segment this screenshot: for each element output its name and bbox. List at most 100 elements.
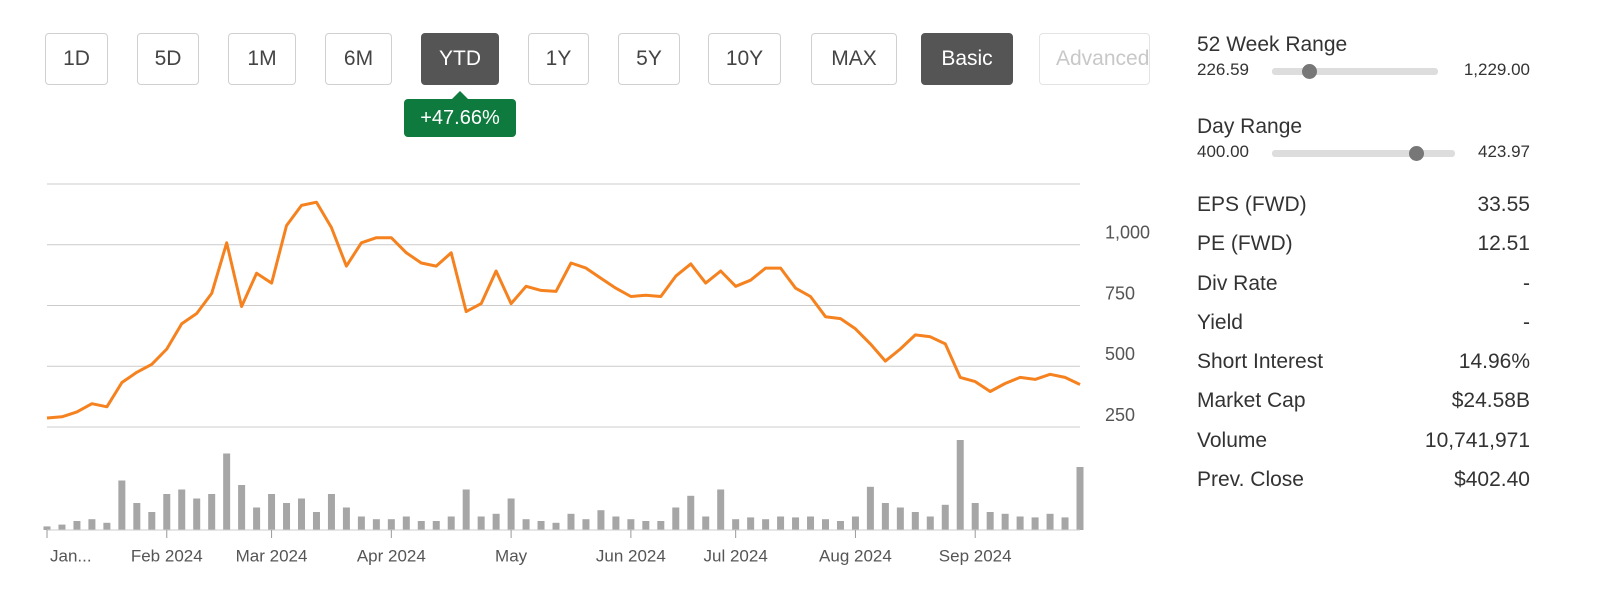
view-button[interactable]: Basic (921, 33, 1013, 85)
range-label: 52 Week Range (1197, 33, 1348, 56)
period-button[interactable]: 1D (45, 33, 108, 85)
volume-bar (777, 516, 785, 530)
stat-row: Market Cap $24.58B (1197, 381, 1530, 420)
change-badge: +47.66% (404, 91, 516, 137)
volume-bar (357, 516, 365, 530)
period-button[interactable]: YTD (421, 33, 499, 85)
stat-row: Prev. Close $402.40 (1197, 460, 1530, 499)
volume-bar (118, 480, 126, 530)
volume-bar (702, 516, 710, 530)
volume-bar (193, 498, 201, 530)
period-button[interactable]: 1M (228, 33, 296, 85)
stat-row: Volume 10,741,971 (1197, 421, 1530, 460)
stats-panel: 52 Week Range 226.59 1,229.00 Day Range … (1197, 30, 1530, 499)
range-low: 400.00 (1197, 142, 1249, 161)
stat-label: Prev. Close (1197, 468, 1304, 492)
y-tick-label: 250 (1105, 405, 1135, 425)
period-button[interactable]: 10Y (708, 33, 781, 85)
range-row: 226.59 1,229.00 (1197, 60, 1530, 82)
volume-bar (447, 516, 455, 530)
stat-value: $24.58B (1451, 389, 1530, 413)
x-tick-label: May (495, 546, 528, 565)
stat-row: EPS (FWD) 33.55 (1197, 185, 1530, 224)
volume-bar (372, 519, 380, 530)
volume-bar (208, 494, 216, 530)
period-button[interactable]: 6M (325, 33, 392, 85)
x-tick-label: Jan... (50, 546, 92, 565)
volume-bar (327, 494, 335, 530)
volume-bar (507, 498, 515, 530)
range-bar (1272, 150, 1455, 157)
range-row: 400.00 423.97 (1197, 142, 1530, 164)
period-button[interactable]: MAX (811, 33, 897, 85)
stat-value: 12.51 (1477, 232, 1530, 256)
volume-bar (552, 522, 560, 530)
volume-bar (792, 517, 800, 530)
volume-bar (836, 521, 844, 530)
volume-bar (163, 494, 171, 530)
volume-bar (342, 507, 350, 530)
volume-bar (133, 503, 141, 530)
range-label: Day Range (1197, 115, 1303, 138)
volume-bar (1076, 467, 1084, 530)
stat-label: Volume (1197, 428, 1268, 452)
volume-bar (238, 485, 246, 530)
range-bar (1272, 68, 1438, 75)
x-tick-label: Mar 2024 (236, 546, 308, 565)
volume-bar (387, 519, 395, 530)
volume-bar (807, 516, 815, 530)
x-tick-label: Jun 2024 (596, 546, 666, 565)
x-tick-label: Sep 2024 (939, 546, 1012, 565)
volume-bar (298, 498, 306, 530)
volume-bar (732, 519, 740, 530)
volume-bar (522, 519, 530, 530)
y-tick-label: 500 (1105, 344, 1135, 364)
stat-label: EPS (FWD) (1197, 193, 1307, 216)
volume-bar (462, 489, 470, 530)
volume-bar (911, 512, 919, 530)
period-button[interactable]: 5D (137, 33, 199, 85)
volume-bar (1016, 516, 1024, 530)
volume-bar (402, 516, 410, 530)
volume-bar (941, 504, 949, 530)
volume-bar (312, 512, 320, 530)
x-tick-label: Aug 2024 (819, 546, 892, 565)
volume-bar (43, 526, 51, 530)
volume-bar (1046, 513, 1054, 530)
volume-bar (1001, 513, 1009, 530)
volume-bar (73, 521, 81, 530)
stat-row: Div Rate - (1197, 264, 1530, 303)
volume-bar (432, 521, 440, 530)
volume-bar (821, 519, 829, 530)
range-high: 423.97 (1478, 142, 1530, 161)
stat-value: $402.40 (1454, 468, 1530, 492)
y-tick-label: 1,000 (1105, 223, 1150, 243)
stat-value: 10,741,971 (1424, 428, 1530, 452)
volume-bar (582, 519, 590, 530)
x-tick-label: Feb 2024 (131, 546, 203, 565)
volume-bar (58, 524, 66, 530)
stat-label: Short Interest (1197, 350, 1324, 374)
chart: 250 500 750 1,000 Jan... Feb 2024 Mar 2024 Apr … (43, 183, 1150, 565)
stat-value: 33.55 (1477, 193, 1530, 216)
volume-bar (253, 507, 261, 530)
range-dot (1409, 146, 1424, 161)
view-button[interactable]: Advanced (1039, 33, 1150, 85)
stat-label: Yield (1197, 310, 1243, 334)
volume-bar (88, 519, 96, 530)
period-button[interactable]: 5Y (618, 33, 680, 85)
range-low: 226.59 (1197, 60, 1249, 79)
volume-bar (597, 510, 605, 530)
volume-bar (687, 495, 695, 530)
stat-row: PE (FWD) 12.51 (1197, 224, 1530, 263)
y-tick-label: 750 (1105, 283, 1135, 303)
volume-bar (148, 512, 156, 530)
volume-bar (642, 521, 650, 530)
volume-bar (283, 503, 291, 530)
stat-label: PE (FWD) (1197, 232, 1293, 256)
volume-bar (223, 453, 231, 530)
period-button[interactable]: 1Y (528, 33, 589, 85)
volume-bar (268, 494, 276, 530)
volume-bar (627, 519, 635, 530)
